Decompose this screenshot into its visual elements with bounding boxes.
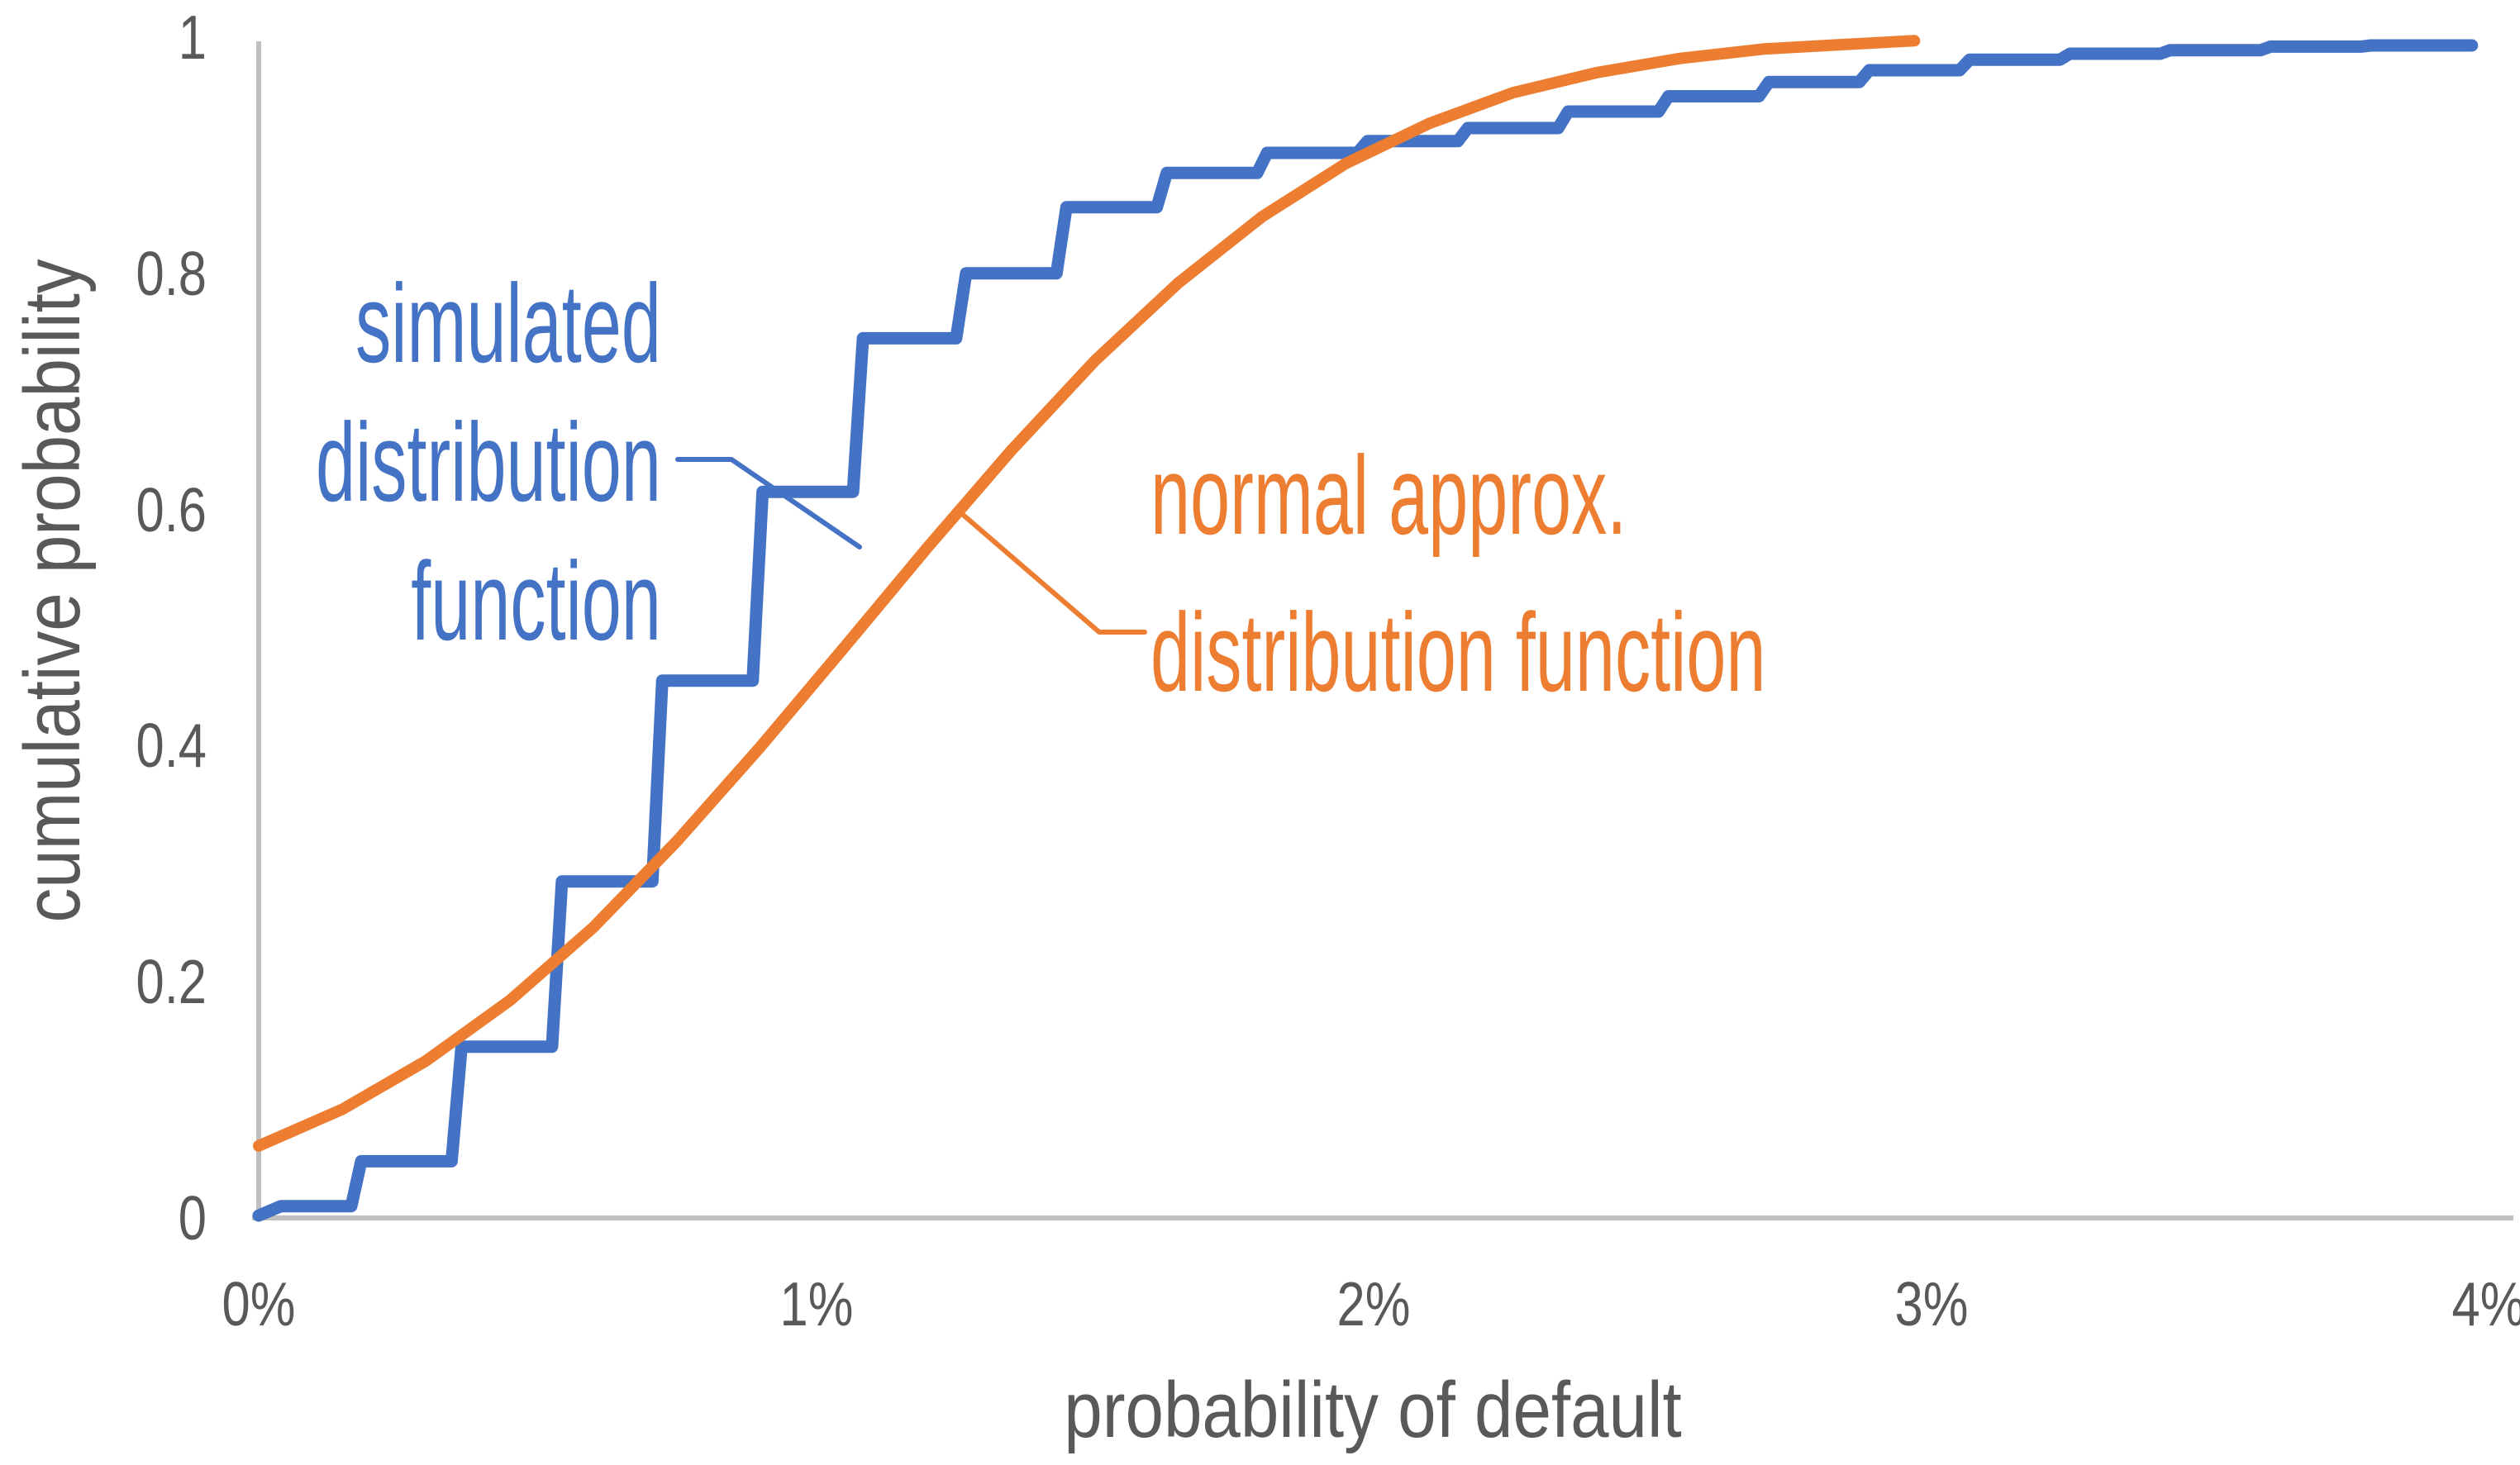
annotation-line: normal approx. — [1150, 433, 1627, 558]
annotation-line: distribution function — [1150, 590, 1766, 715]
y-tick-label: 0.2 — [136, 947, 207, 1017]
x-tick-label: 1% — [779, 1269, 853, 1339]
y-axis-title: cumulative probability — [8, 259, 97, 923]
normal-curve-annotation: normal approx. distribution function — [1150, 417, 1765, 731]
x-tick-label: 4% — [2451, 1269, 2520, 1339]
annotation-line: simulated — [355, 261, 661, 386]
y-tick-label: 0.4 — [136, 711, 207, 781]
x-tick-label: 2% — [1336, 1269, 1411, 1339]
y-tick-label: 0 — [178, 1183, 207, 1253]
x-axis-title: probability of default — [1064, 1366, 1682, 1454]
annotation-line: function — [411, 539, 661, 664]
simulated-curve-annotation: simulated distribution function — [316, 254, 661, 671]
x-tick-label: 3% — [1894, 1269, 1968, 1339]
normal-approx-cdf-curve — [253, 35, 1921, 1152]
normal-annotation-callout-line — [960, 511, 1147, 635]
y-tick-label: 0.6 — [136, 474, 207, 545]
y-tick-label: 1 — [178, 2, 207, 72]
x-tick-label: 0% — [222, 1269, 296, 1339]
y-tick-label: 0.8 — [136, 238, 207, 308]
annotation-line: distribution — [316, 400, 661, 525]
simulated-annotation-callout-line — [675, 457, 862, 549]
